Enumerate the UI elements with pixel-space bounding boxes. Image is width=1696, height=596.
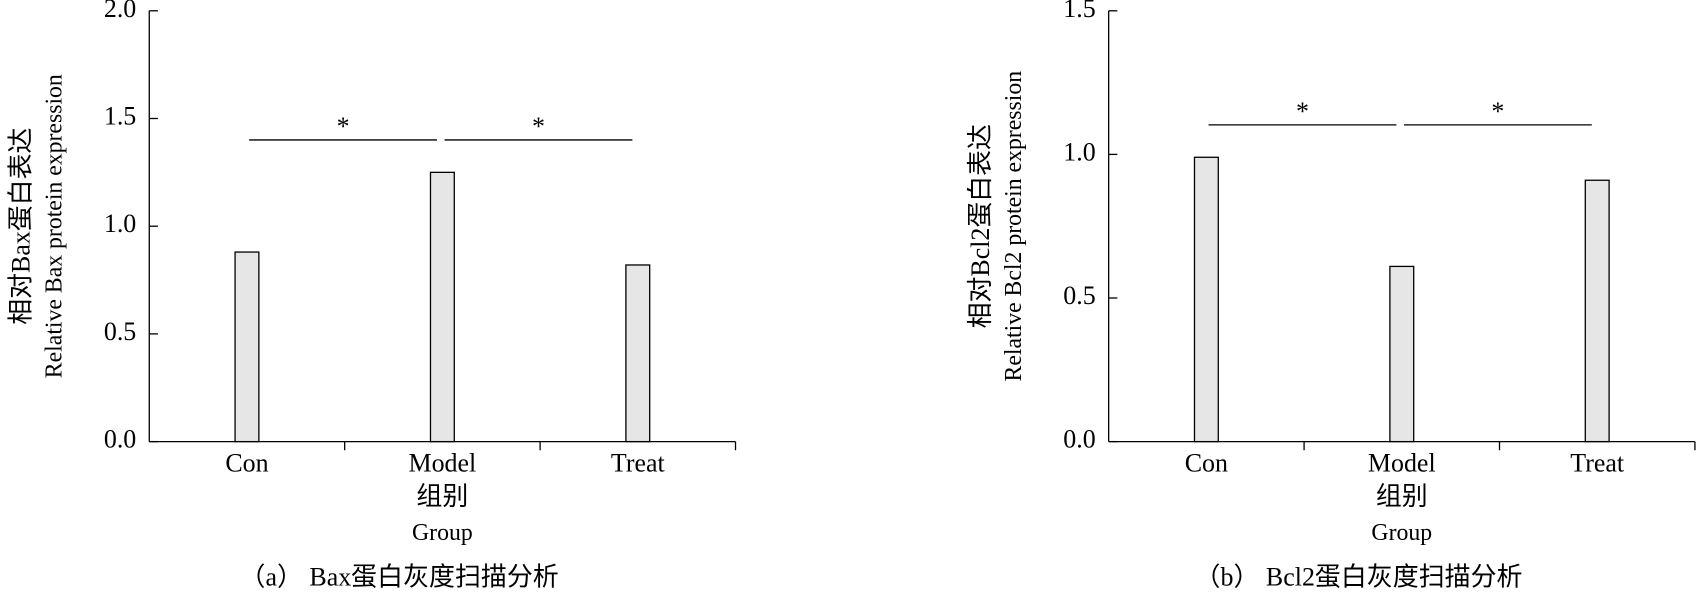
significance-label: * — [532, 112, 545, 141]
significance-label: * — [337, 112, 350, 141]
y-tick-label: 1.5 — [1063, 0, 1095, 23]
caption: （b） Bcl2蛋白灰度扫描分析 — [1195, 563, 1523, 592]
significance-label: * — [1296, 97, 1309, 126]
x-tick-label: Treat — [611, 448, 666, 477]
y-axis-title-en: Relative Bcl2 protein expression — [1001, 71, 1027, 382]
x-tick-label: Model — [1368, 448, 1436, 477]
y-axis-title-en: Relative Bax protein expression — [42, 74, 68, 378]
caption: （a） Bax蛋白灰度扫描分析 — [239, 563, 558, 592]
y-tick-label: 0.0 — [1063, 425, 1095, 454]
bar — [625, 264, 651, 443]
x-tick-label: Model — [409, 448, 477, 477]
y-axis-title: 相对Bcl2蛋白表达 — [966, 124, 995, 328]
significance-label: * — [1491, 97, 1504, 126]
x-axis-title: 组别 — [416, 482, 468, 511]
y-tick-label: 0.0 — [104, 425, 136, 454]
x-axis-title-en: Group — [1371, 520, 1432, 546]
x-axis-title: 组别 — [1376, 482, 1428, 511]
y-tick-label: 0.5 — [104, 317, 136, 346]
y-tick-label: 1.0 — [1063, 137, 1095, 166]
x-tick-label: Con — [225, 448, 268, 477]
y-tick-label: 2.0 — [104, 0, 136, 23]
y-tick-label: 1.5 — [104, 101, 136, 130]
bar — [1584, 179, 1610, 443]
y-tick-label: 1.0 — [104, 209, 136, 238]
bar — [1193, 156, 1219, 443]
bar — [429, 171, 455, 443]
x-axis-title-en: Group — [412, 520, 473, 546]
bar — [1389, 265, 1415, 443]
bar — [234, 251, 260, 443]
y-tick-label: 0.5 — [1063, 281, 1095, 310]
x-tick-label: Treat — [1570, 448, 1625, 477]
y-axis-title: 相对Bax蛋白表达 — [7, 128, 36, 325]
x-tick-label: Con — [1185, 448, 1228, 477]
